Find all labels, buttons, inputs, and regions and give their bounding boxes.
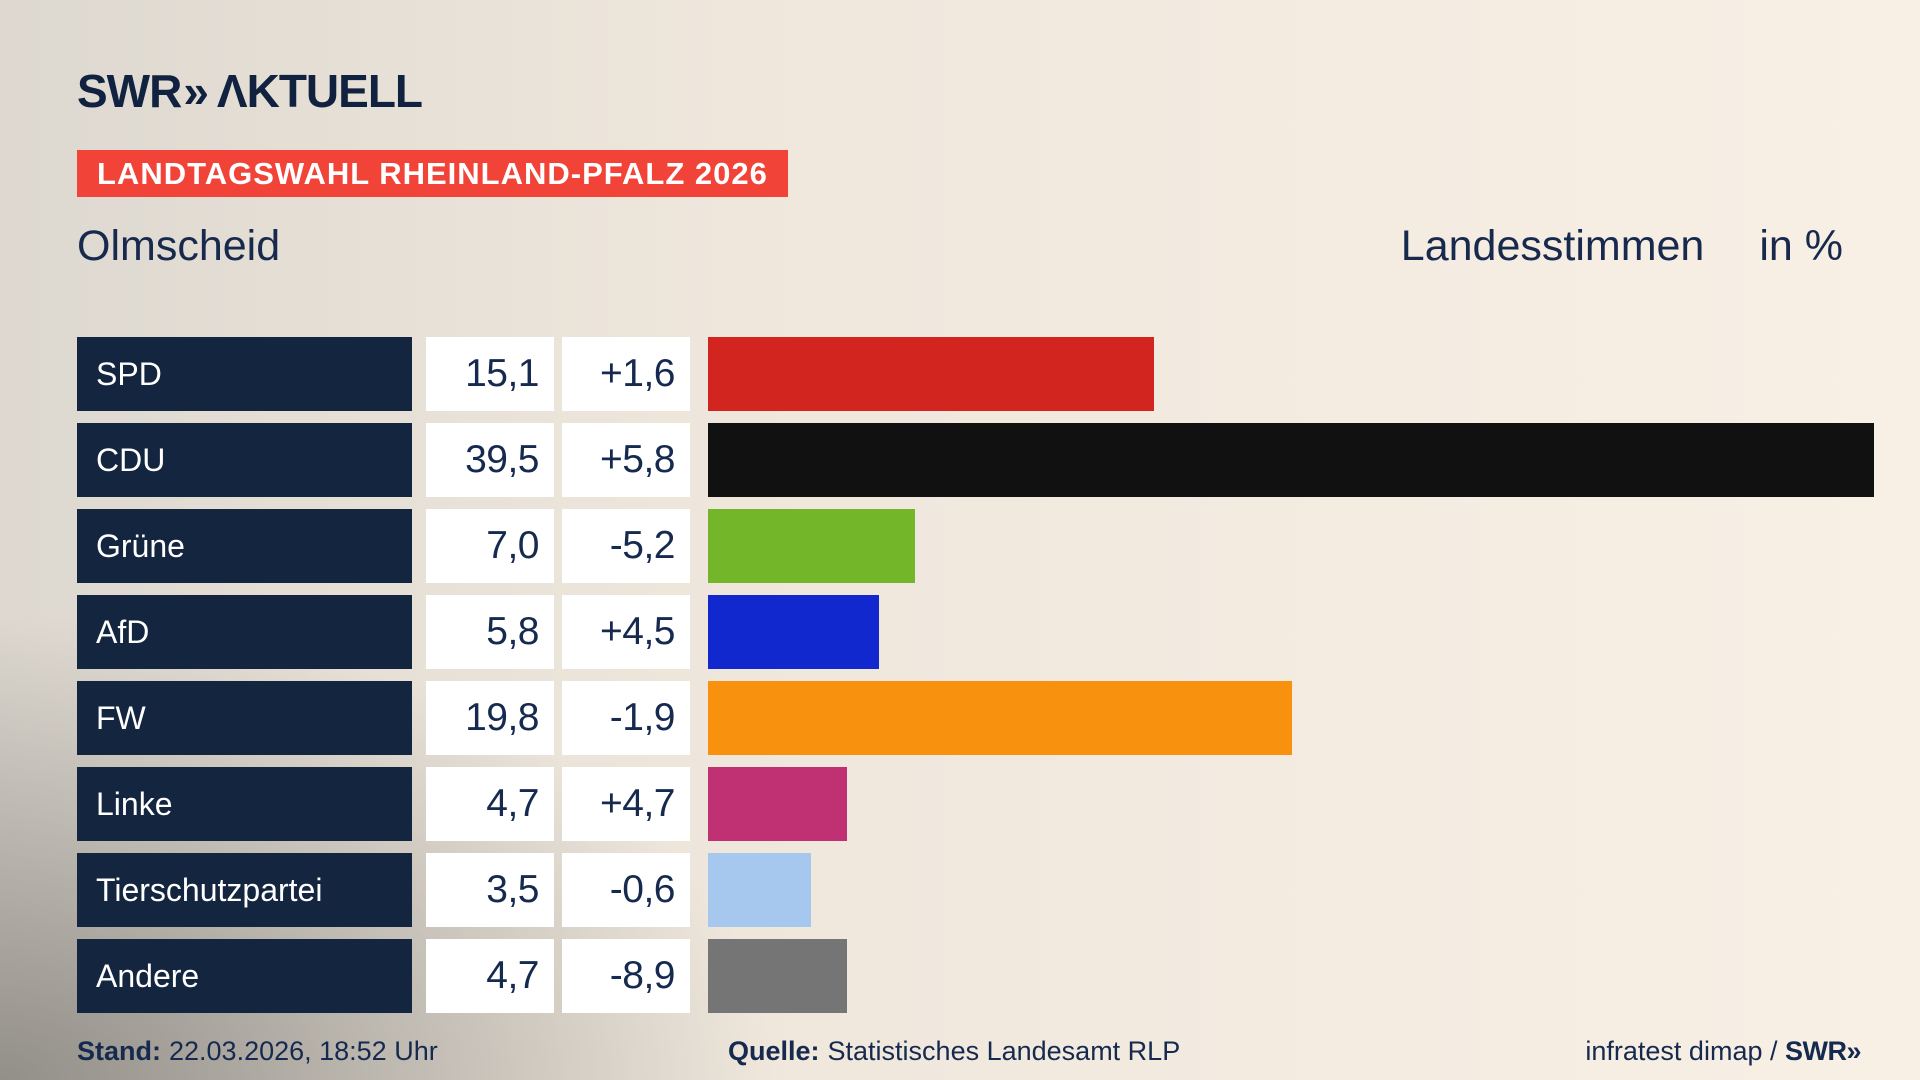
source: Quelle: Statistisches Landesamt RLP — [728, 1036, 1180, 1067]
source-value: Statistisches Landesamt RLP — [827, 1036, 1181, 1066]
percent-value: 39,5 — [426, 423, 554, 497]
swr-logo-aktuell: ΛKTUELL — [216, 65, 423, 117]
change-value: -5,2 — [562, 509, 690, 583]
timestamp-label: Stand: — [77, 1036, 161, 1066]
result-bar — [708, 423, 1874, 497]
credit-text: infratest dimap / — [1585, 1036, 1785, 1066]
result-bar — [708, 595, 880, 669]
credit: infratest dimap / SWR» — [1585, 1036, 1861, 1067]
bar-track — [708, 767, 1874, 841]
percent-value: 4,7 — [426, 939, 554, 1013]
swr-aktuell-logo: SWR» ΛKTUELL — [77, 64, 423, 118]
percent-value: 5,8 — [426, 595, 554, 669]
percent-value: 4,7 — [426, 767, 554, 841]
percent-value: 15,1 — [426, 337, 554, 411]
source-label: Quelle: — [728, 1036, 820, 1066]
change-value: +1,6 — [562, 337, 690, 411]
chart-title-row: Olmscheid Landesstimmen in % — [77, 222, 1843, 271]
party-label: Grüne — [77, 509, 412, 583]
result-row: Andere 4,7 -8,9 — [77, 939, 1874, 1013]
change-value: +4,7 — [562, 767, 690, 841]
result-row: Tierschutzpartei 3,5 -0,6 — [77, 853, 1874, 927]
party-label: Tierschutzpartei — [77, 853, 412, 927]
party-label: Andere — [77, 939, 412, 1013]
change-value: -0,6 — [562, 853, 690, 927]
timestamp: Stand: 22.03.2026, 18:52 Uhr — [77, 1036, 438, 1067]
result-row: SPD 15,1 +1,6 — [77, 337, 1874, 411]
change-value: +5,8 — [562, 423, 690, 497]
result-bar — [708, 939, 847, 1013]
change-value: +4,5 — [562, 595, 690, 669]
change-value: -8,9 — [562, 939, 690, 1013]
result-row: CDU 39,5 +5,8 — [77, 423, 1874, 497]
result-bar — [708, 681, 1293, 755]
percent-value: 19,8 — [426, 681, 554, 755]
bar-track — [708, 509, 1874, 583]
result-bar — [708, 853, 812, 927]
result-row: FW 19,8 -1,9 — [77, 681, 1874, 755]
result-bar — [708, 337, 1154, 411]
percent-value: 7,0 — [426, 509, 554, 583]
bar-track — [708, 681, 1874, 755]
bar-track — [708, 423, 1874, 497]
party-label: SPD — [77, 337, 412, 411]
results-bar-chart: SPD 15,1 +1,6 CDU 39,5 +5,8 Grüne 7,0 -5… — [77, 337, 1874, 1025]
result-bar — [708, 509, 915, 583]
result-bar — [708, 767, 847, 841]
party-label: FW — [77, 681, 412, 755]
bar-track — [708, 337, 1874, 411]
party-label: Linke — [77, 767, 412, 841]
swr-logo-text: SWR — [77, 65, 182, 117]
result-row: Grüne 7,0 -5,2 — [77, 509, 1874, 583]
election-title-banner: LANDTAGSWAHL RHEINLAND-PFALZ 2026 — [77, 150, 788, 197]
bar-track — [708, 939, 1874, 1013]
measure-title: Landesstimmen in % — [1401, 222, 1843, 271]
percent-value: 3,5 — [426, 853, 554, 927]
bar-track — [708, 595, 1874, 669]
swr-footer-logo: SWR» — [1784, 1036, 1862, 1066]
bar-track — [708, 853, 1874, 927]
vote-type-label: Landesstimmen — [1400, 222, 1705, 270]
result-row: AfD 5,8 +4,5 — [77, 595, 1874, 669]
change-value: -1,9 — [562, 681, 690, 755]
timestamp-value: 22.03.2026, 18:52 Uhr — [169, 1036, 438, 1066]
result-row: Linke 4,7 +4,7 — [77, 767, 1874, 841]
party-label: AfD — [77, 595, 412, 669]
swr-logo-chevrons-icon: » — [183, 65, 209, 117]
unit-label: in % — [1759, 222, 1843, 270]
municipality-name: Olmscheid — [77, 222, 281, 270]
party-label: CDU — [77, 423, 412, 497]
